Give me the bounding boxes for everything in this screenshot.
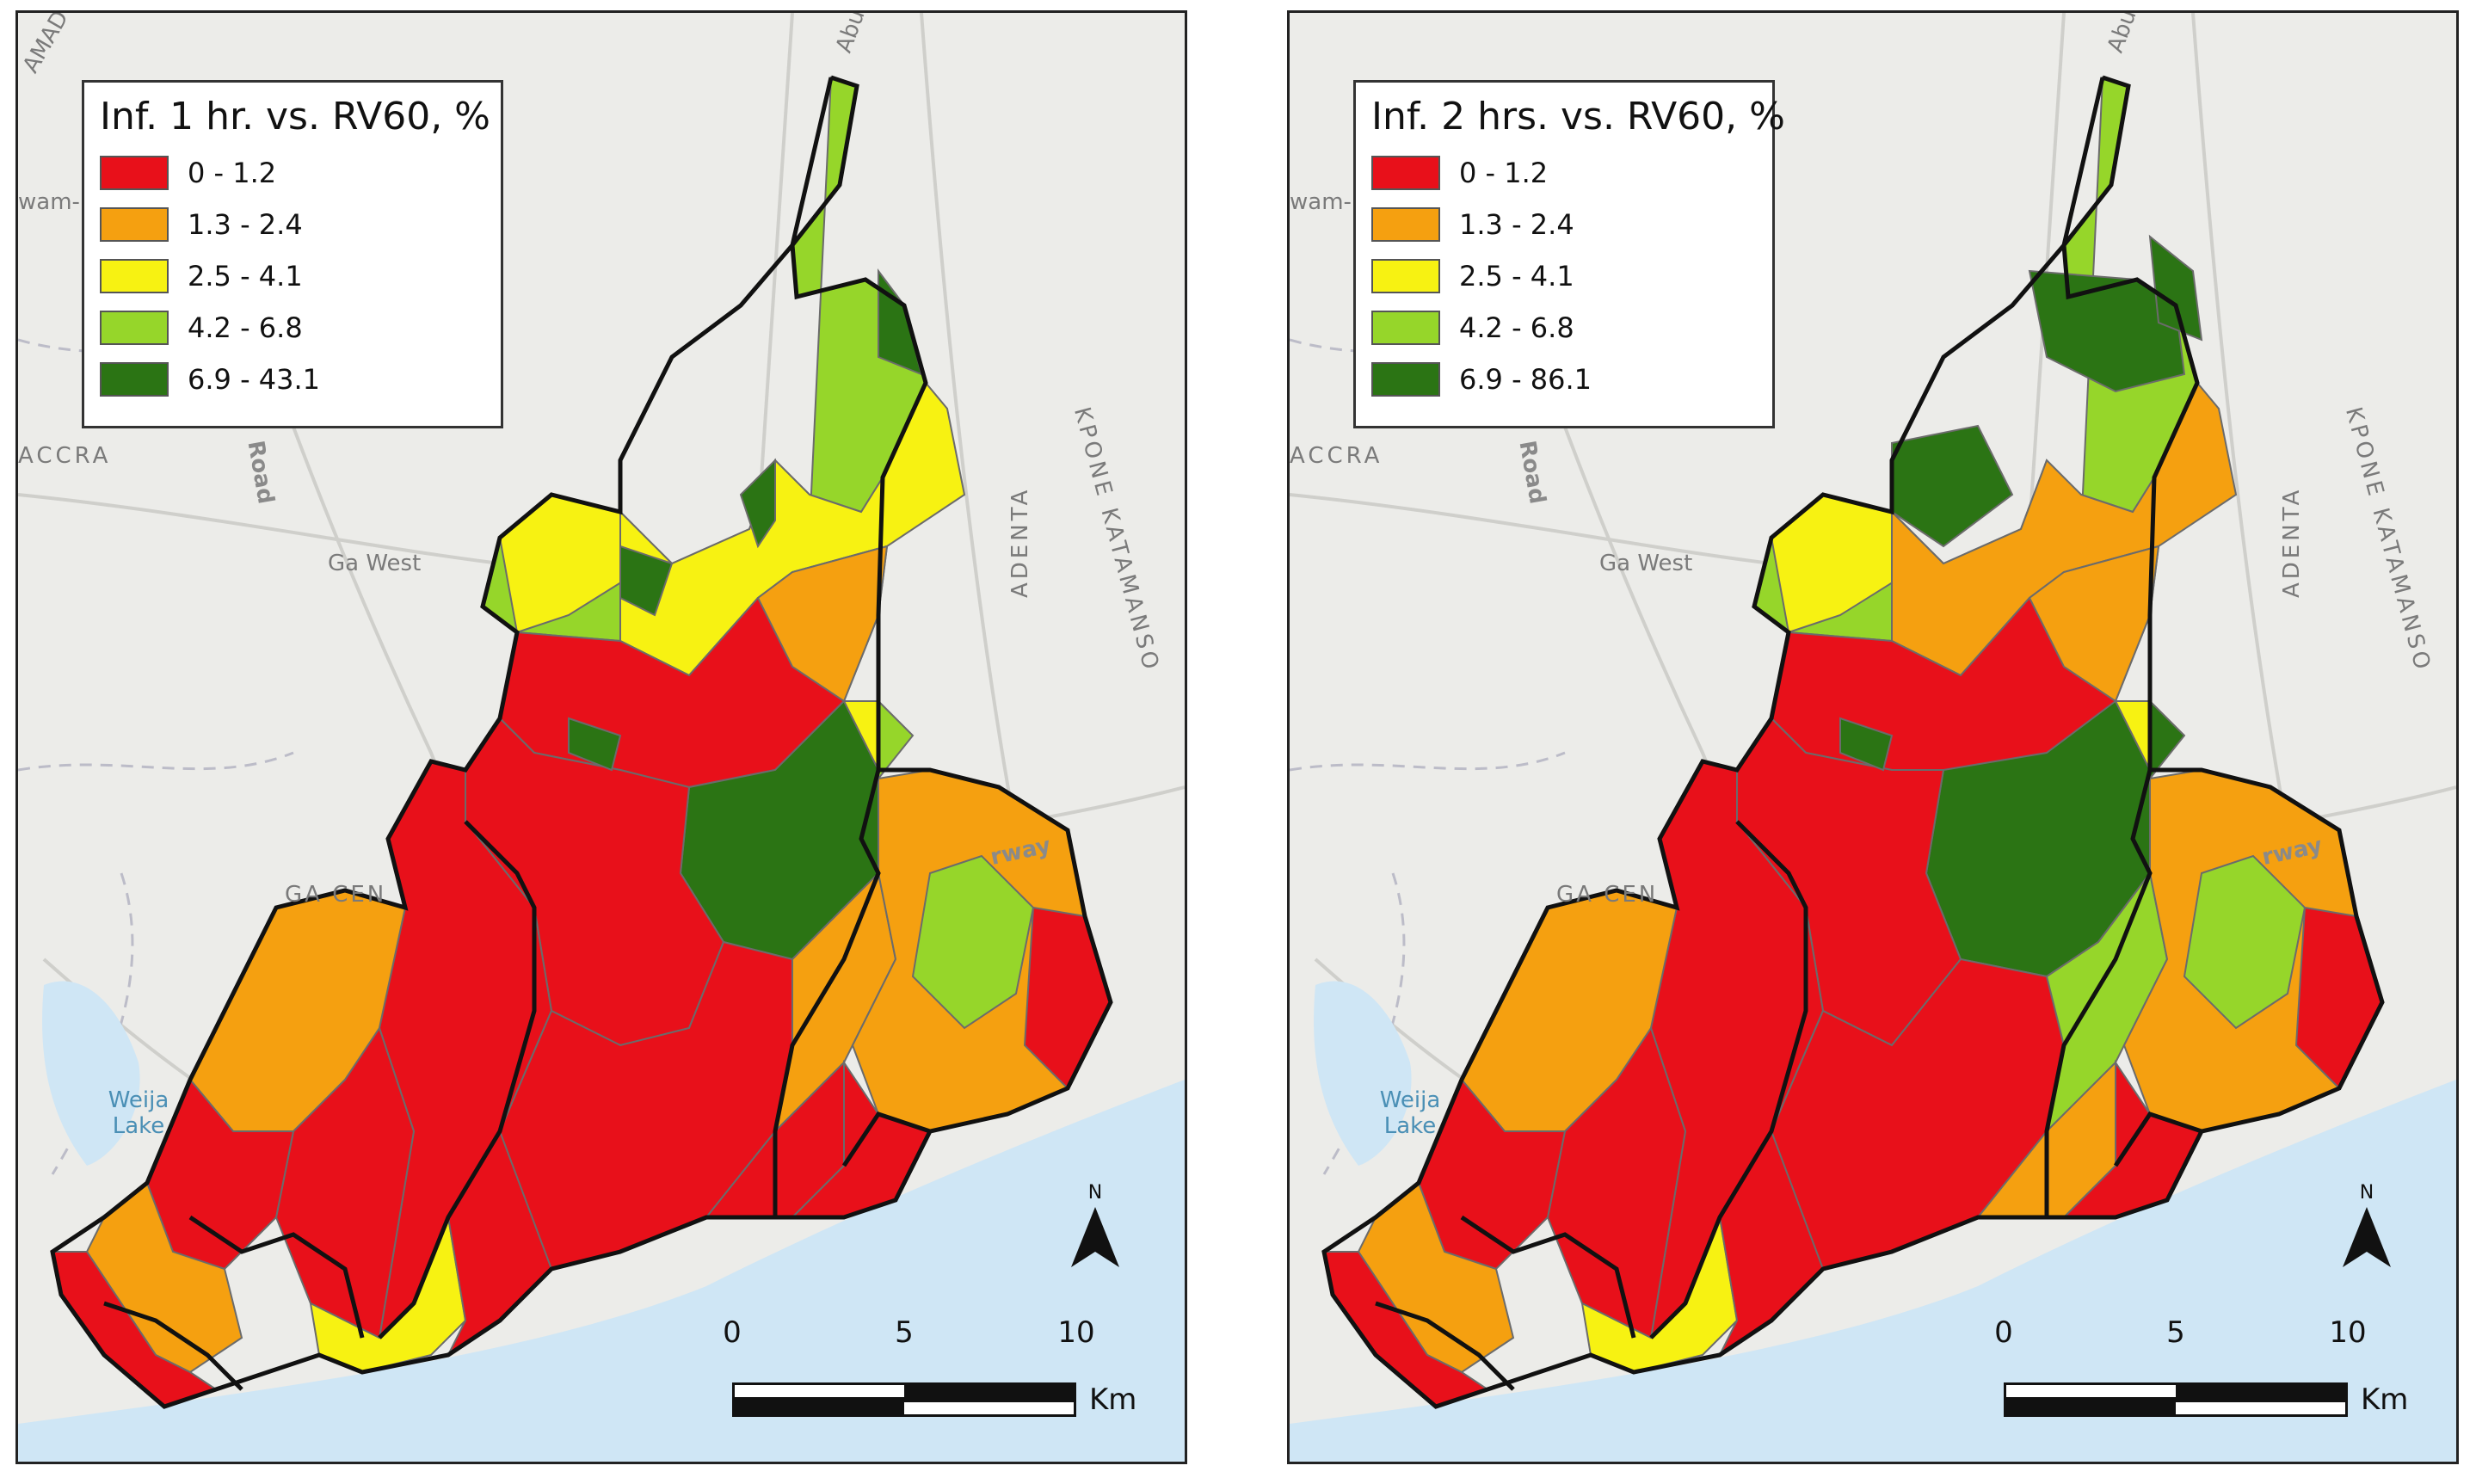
- weija-lake: [1314, 981, 1412, 1166]
- weija-lake: [42, 981, 140, 1166]
- basemap-and-study-area: [18, 13, 1185, 1462]
- lake-label-weija: Weija Lake: [108, 1087, 169, 1139]
- map-panel-1h: Ga West ACCRA Road ADENTA KPONE KATAMANS…: [15, 10, 1187, 1464]
- legend-item: 1.3 - 2.4: [1371, 199, 1757, 250]
- scale-tick-label: 5: [895, 1315, 914, 1350]
- study-area-classes: [51, 76, 1112, 1408]
- legend-swatch: [1371, 207, 1440, 242]
- legend-label: 2.5 - 4.1: [1459, 260, 1574, 292]
- legend-swatch: [100, 362, 169, 397]
- legend-label: 6.9 - 43.1: [188, 363, 321, 396]
- legend-title: Inf. 1 hr. vs. RV60, %: [100, 95, 490, 139]
- legend-label: 4.2 - 6.8: [188, 311, 303, 344]
- place-label-adenta: ADENTA: [2279, 486, 2305, 598]
- legend-swatch: [100, 311, 169, 345]
- north-arrow-icon: [1071, 1207, 1119, 1267]
- legend-item: 6.9 - 43.1: [100, 354, 485, 405]
- north-label: N: [2359, 1182, 2374, 1204]
- legend-swatch: [1371, 311, 1440, 345]
- scale-tick-label: 5: [2166, 1315, 2185, 1350]
- legend-swatch: [100, 259, 169, 293]
- legend-item: 2.5 - 4.1: [100, 250, 485, 302]
- legend-item: 4.2 - 6.8: [1371, 302, 1757, 354]
- scale-tick-label: 0: [1994, 1315, 2013, 1350]
- legend-swatch: [1371, 259, 1440, 293]
- legend-item: 2.5 - 4.1: [1371, 250, 1757, 302]
- legend-title: Inf. 2 hrs. vs. RV60, %: [1371, 95, 1785, 139]
- legend-item: 1.3 - 2.4: [100, 199, 485, 250]
- legend-label: 4.2 - 6.8: [1459, 311, 1574, 344]
- scale-bar-bottom: [732, 1400, 1076, 1417]
- legend-swatch: [100, 156, 169, 190]
- place-label-accra: ACCRA: [18, 443, 112, 469]
- map-legend: Inf. 2 hrs. vs. RV60, % 0 - 1.2 1.3 - 2.…: [1353, 80, 1785, 428]
- place-label-ga-central: GA CEN: [285, 882, 387, 908]
- place-label-wam: wam-: [1290, 189, 1352, 215]
- district-boundaries: [50, 75, 1113, 1409]
- study-area-classes: [1322, 76, 2384, 1408]
- legend-label: 0 - 1.2: [1459, 157, 1549, 189]
- scale-bar: 0 5 10 Km: [723, 1315, 1162, 1427]
- place-label-ga-west: Ga West: [1599, 551, 1693, 576]
- north-arrow: N: [1069, 1182, 1121, 1271]
- scale-tick-label: 0: [723, 1315, 742, 1350]
- place-label-accra: ACCRA: [1290, 443, 1383, 469]
- legend-label: 0 - 1.2: [188, 157, 277, 189]
- place-label-ga-central: GA CEN: [1556, 882, 1659, 908]
- legend-label: 1.3 - 2.4: [188, 208, 303, 241]
- place-label-ga-west: Ga West: [328, 551, 422, 576]
- scale-unit: Km: [1089, 1382, 1137, 1417]
- scale-tick-label: 10: [2329, 1315, 2367, 1350]
- scale-bar-top: [732, 1382, 1076, 1400]
- north-label: N: [1087, 1182, 1103, 1204]
- legend-label: 6.9 - 86.1: [1459, 363, 1592, 396]
- scale-bar-bottom: [2004, 1400, 2348, 1417]
- lake-label-weija: Weija Lake: [1379, 1087, 1441, 1139]
- sea: [1290, 1080, 2456, 1462]
- legend-swatch: [1371, 362, 1440, 397]
- place-label-wam: wam-: [18, 189, 80, 215]
- map-legend: Inf. 1 hr. vs. RV60, % 0 - 1.2 1.3 - 2.4…: [82, 80, 503, 428]
- legend-label: 2.5 - 4.1: [188, 260, 303, 292]
- legend-item: 0 - 1.2: [100, 147, 485, 199]
- scale-tick-label: 10: [1057, 1315, 1095, 1350]
- legend-item: 4.2 - 6.8: [100, 302, 485, 354]
- legend-swatch: [100, 207, 169, 242]
- sea: [18, 1080, 1185, 1462]
- place-label-adenta: ADENTA: [1007, 486, 1033, 598]
- scale-unit: Km: [2361, 1382, 2409, 1417]
- scale-bar-top: [2004, 1382, 2348, 1400]
- scale-bar: 0 5 10 Km: [1994, 1315, 2434, 1427]
- basemap-and-study-area: [1290, 13, 2456, 1462]
- north-arrow-icon: [2343, 1207, 2391, 1267]
- legend-item: 0 - 1.2: [1371, 147, 1757, 199]
- legend-label: 1.3 - 2.4: [1459, 208, 1574, 241]
- north-arrow: N: [2341, 1182, 2393, 1271]
- legend-item: 6.9 - 86.1: [1371, 354, 1757, 405]
- map-panel-2h: Ga West ACCRA Road ADENTA KPONE KATAMANS…: [1287, 10, 2459, 1464]
- district-boundaries: [1321, 75, 2385, 1409]
- legend-swatch: [1371, 156, 1440, 190]
